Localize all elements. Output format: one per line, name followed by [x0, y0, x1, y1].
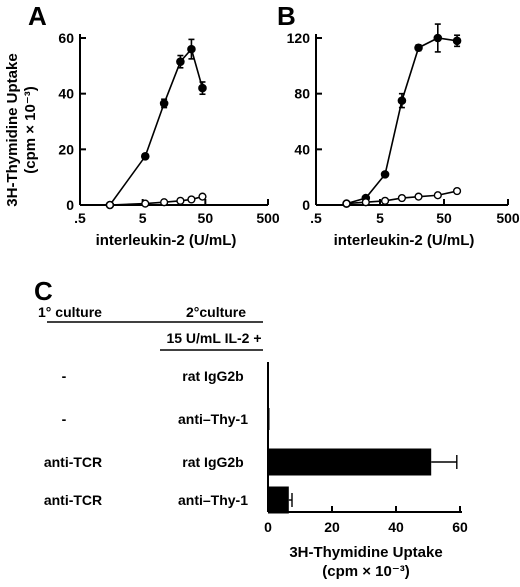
- panel-c-x-axis-label-line1: 3H-Thymidine Uptake: [289, 544, 442, 561]
- panel-b-x-axis-label: interleukin-2 (U/mL): [334, 232, 475, 249]
- panel-a-y-tick-label: 20: [58, 141, 74, 157]
- panel-a-series-1-line: [109, 47, 204, 206]
- col1-header: 1° culture: [38, 304, 102, 320]
- panel-b-series-2-point: [342, 199, 351, 208]
- panel-b-series-2-point: [452, 186, 462, 196]
- y-axis-label-a-line1: 3H-Thymidine Uptake: [4, 53, 21, 206]
- panel-a-y-tick-label: 0: [66, 197, 74, 213]
- panel-letter-b: B: [277, 1, 296, 31]
- panel-b-series-2-point: [380, 196, 390, 205]
- panel-letter-a: A: [28, 1, 47, 31]
- panel-a-series-2-point: [176, 196, 185, 205]
- bar: [268, 486, 289, 514]
- panel-a-x-tick-label: 50: [198, 210, 214, 226]
- panel-c-x-tick-label: 0: [264, 519, 272, 535]
- panel-b-series-2-point: [414, 192, 423, 201]
- row-secondary-label: anti–Thy-1: [178, 492, 248, 508]
- panel-a-series-1-point: [198, 83, 207, 93]
- panel-b-y-tick-label: 0: [302, 197, 310, 213]
- row-secondary-label: anti–Thy-1: [178, 411, 248, 427]
- panel-a-x-tick-label: 500: [256, 210, 280, 226]
- y-axis-label-a-line2: (cpm × 10⁻³): [22, 86, 39, 174]
- panel-a-series-2-point: [105, 200, 114, 210]
- panel-b-series-1-point: [433, 33, 443, 43]
- panel-b-series-1-line: [346, 37, 458, 205]
- panel-b-x-tick-label: 50: [436, 210, 452, 226]
- panel-b-y-tick-label: 80: [294, 86, 310, 102]
- panel-c-x-tick-label: 40: [388, 519, 404, 535]
- panel-c-x-tick-label: 20: [324, 519, 340, 535]
- panel-b-series-2-point: [397, 193, 407, 203]
- panel-a-series-2-point: [141, 199, 150, 208]
- panel-b-series-1-point: [397, 96, 407, 105]
- panel-b-series-1-point: [414, 43, 423, 53]
- row-primary-label: anti-TCR: [44, 454, 102, 470]
- row-secondary-label: rat IgG2b: [182, 454, 243, 470]
- panel-b-series-1-point: [380, 170, 390, 179]
- panel-b-x-tick-label: 500: [496, 210, 520, 226]
- panel-b-chart: 0 40 80 120 .5 5 50 500 interleukin-2 (U/mL): [287, 23, 520, 249]
- panel-a-y-tick-label: 40: [58, 86, 74, 102]
- panel-a-y-tick-label: 60: [58, 30, 74, 46]
- panel-a-series-2-point: [198, 192, 207, 201]
- panel-a-chart: 0 20 40 60 .5 5 50 500 interleukin-2 (U/mL): [58, 30, 279, 249]
- panel-b-series-2-point: [433, 191, 442, 200]
- panel-a-x-axis-label: interleukin-2 (U/mL): [96, 232, 237, 249]
- panel-c-chart: 1° culture 2°culture 15 U/mL IL-2 + - rat Ig…: [38, 304, 468, 580]
- panel-b-series-1-point: [452, 36, 462, 46]
- row-primary-label: anti-TCR: [44, 492, 102, 508]
- panel-letter-c: C: [34, 276, 53, 306]
- panel-a-series-1-point: [140, 151, 150, 161]
- panel-b-y-tick-label: 40: [294, 141, 310, 157]
- y-axis-label-a: 3H-Thymidine Uptake (cpm × 10⁻³): [4, 53, 39, 206]
- col2-subheader: 15 U/mL IL-2 +: [166, 330, 261, 346]
- bar: [268, 448, 432, 476]
- row-primary-label: -: [62, 411, 67, 427]
- panel-a-series-2-point: [187, 195, 196, 204]
- row-secondary-label: rat IgG2b: [182, 368, 243, 384]
- panel-b-series-2-point: [361, 198, 370, 207]
- panel-b-x-tick-label: 5: [376, 210, 384, 226]
- panel-a-series-2-point: [160, 198, 169, 207]
- col2-header: 2°culture: [186, 304, 246, 320]
- panel-b-y-tick-label: 120: [287, 30, 311, 46]
- panel-b-x-tick-label: .5: [310, 210, 322, 226]
- panel-c-x-tick-label: 60: [452, 519, 468, 535]
- panel-a-x-tick-label: .5: [74, 210, 86, 226]
- panel-a-x-tick-label: 5: [139, 210, 147, 226]
- panel-a-series-1-point: [159, 99, 169, 108]
- panel-c-x-axis-label-line2: (cpm × 10⁻³): [322, 563, 410, 580]
- row-primary-label: -: [62, 368, 67, 384]
- panel-a-series-1-point: [187, 44, 196, 54]
- panel-a-series-1-point: [176, 57, 185, 66]
